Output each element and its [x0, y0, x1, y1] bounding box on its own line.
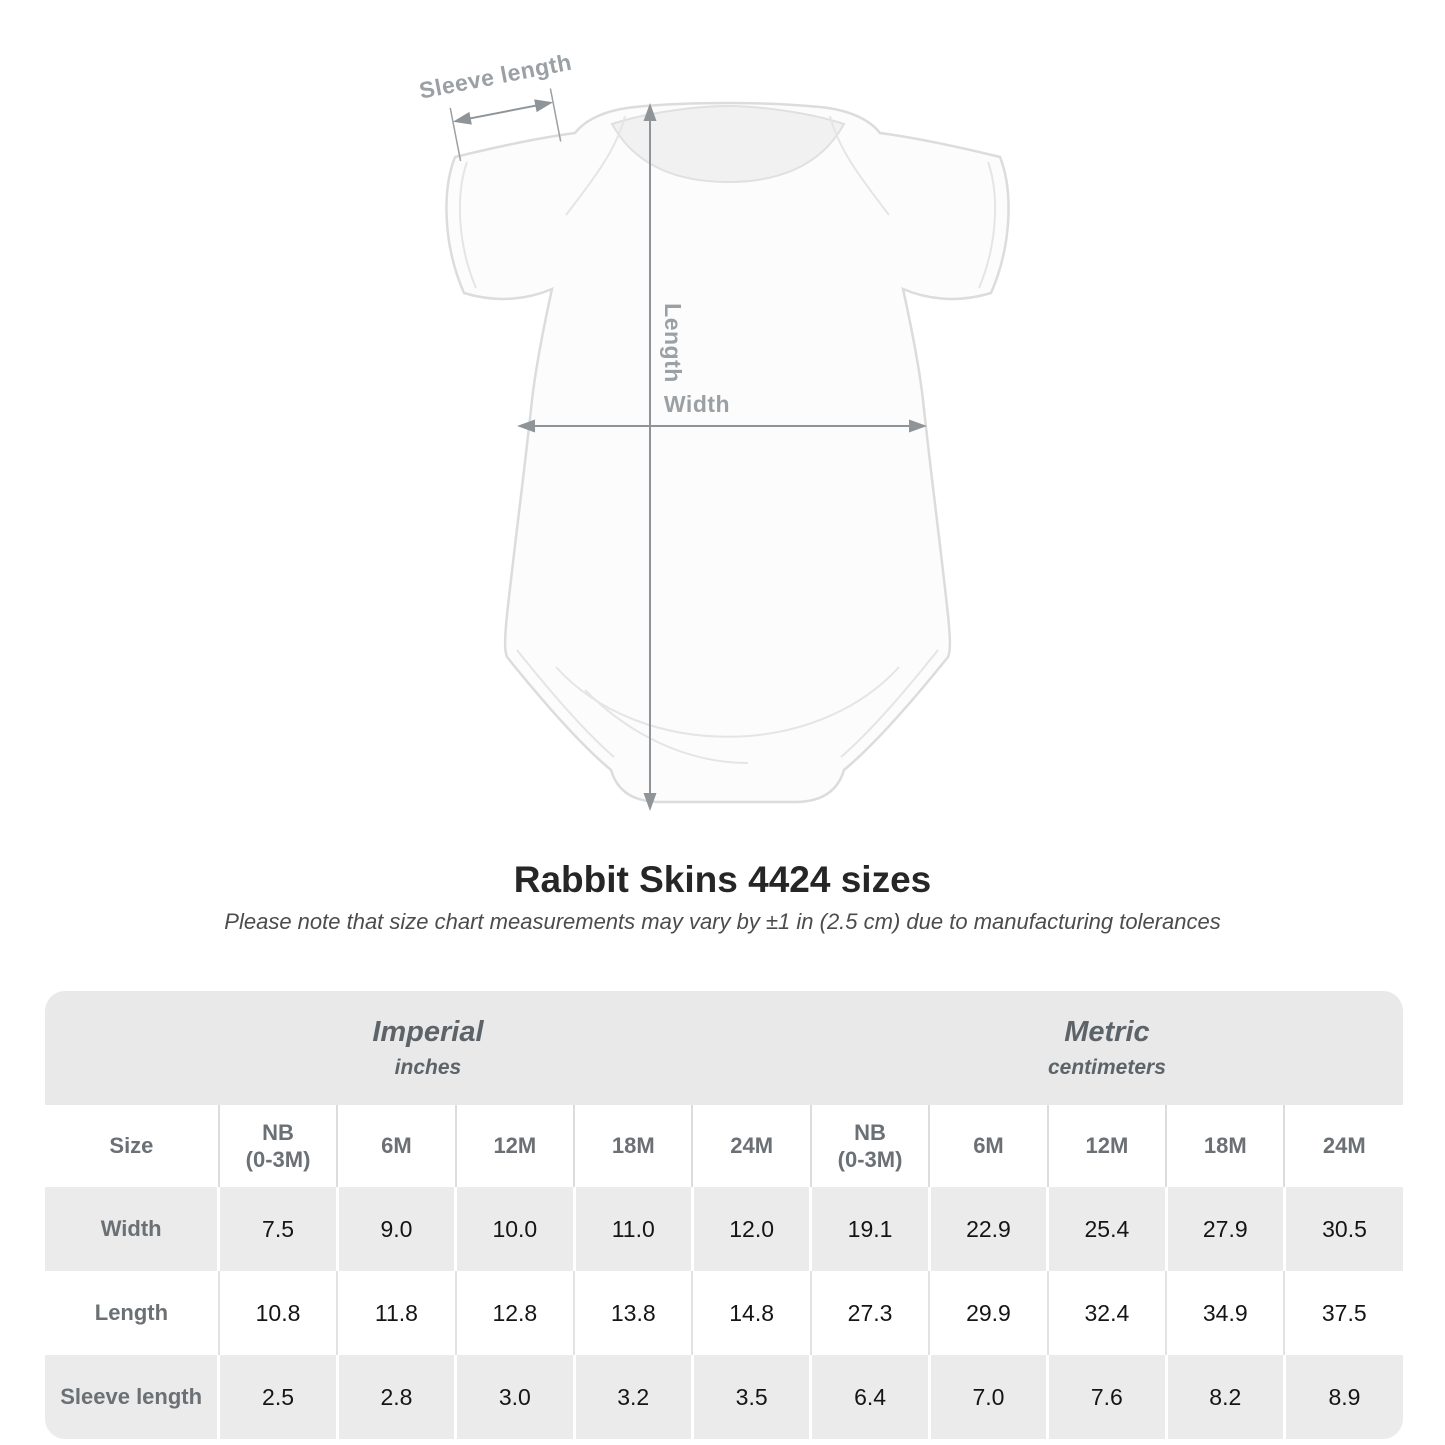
cell: 27.3: [809, 1271, 930, 1355]
cell: 25.4: [1046, 1187, 1167, 1271]
cell: 2.5: [217, 1355, 338, 1439]
cell: 37.5: [1283, 1271, 1403, 1355]
sleeve-cuff-seam-right: [978, 161, 997, 289]
cell: 19.1: [809, 1187, 930, 1271]
cell: 8.2: [1164, 1355, 1285, 1439]
col-header: 24M: [1283, 1105, 1403, 1187]
unit-group-row: Imperial inches Metric centimeters: [45, 991, 1403, 1105]
cell: 9.0: [335, 1187, 456, 1271]
cell: 3.5: [690, 1355, 811, 1439]
onesie-neckline: [610, 104, 846, 184]
lap-shoulder-seam-left: [565, 115, 626, 216]
unit-group-metric: Metric centimeters: [810, 991, 1403, 1105]
size-header-cell: Size: [45, 1105, 219, 1187]
cell: 13.8: [573, 1271, 693, 1355]
sleeve-cuff-seam-left: [458, 161, 477, 289]
col-header: 18M: [1165, 1105, 1285, 1187]
leg-hem-right: [840, 649, 939, 758]
cell: 14.8: [691, 1271, 811, 1355]
length-dimension: [643, 103, 657, 811]
cell: 34.9: [1165, 1271, 1285, 1355]
row-label: Sleeve length: [45, 1355, 219, 1439]
size-header-row: Size NB (0-3M) 6M 12M 18M 24M NB (0-3M) …: [45, 1105, 1403, 1187]
table-row-length: Length 10.8 11.8 12.8 13.8 14.8 27.3 29.…: [45, 1271, 1403, 1355]
sleeve-length-label: Sleeve length: [417, 49, 574, 104]
cell: 12.8: [454, 1271, 575, 1355]
crotch-flap-seam-inner: [584, 689, 749, 764]
table-row-width: Width 7.5 9.0 10.0 11.0 12.0 19.1 22.9 2…: [45, 1187, 1403, 1271]
cell: 8.9: [1282, 1355, 1403, 1439]
cell: 10.8: [217, 1271, 338, 1355]
col-header: 12M: [454, 1105, 575, 1187]
cell: 11.0: [572, 1187, 693, 1271]
size-table: Imperial inches Metric centimeters Size …: [45, 991, 1403, 1439]
cell: 6.4: [809, 1355, 930, 1439]
unit-group-metric-subtitle: centimeters: [1047, 1056, 1166, 1079]
tolerance-note: Please note that size chart measurements…: [224, 909, 1221, 934]
page-title: Rabbit Skins 4424 sizes: [513, 859, 932, 900]
row-label: Width: [45, 1187, 219, 1271]
col-header: NB (0-3M): [217, 1105, 338, 1187]
cell: 7.6: [1046, 1355, 1167, 1439]
col-header: 6M: [928, 1105, 1048, 1187]
onesie-body: [445, 101, 1010, 804]
cell: 7.5: [217, 1187, 338, 1271]
width-label: Width: [664, 391, 730, 417]
leg-hem-left: [516, 649, 615, 758]
lap-shoulder-seam-right: [829, 115, 890, 216]
cell: 3.2: [572, 1355, 693, 1439]
onesie-illustration: Sleeve length Length Width: [417, 49, 1010, 811]
cell: 3.0: [454, 1355, 575, 1439]
cell: 22.9: [927, 1187, 1048, 1271]
cell: 11.8: [336, 1271, 456, 1355]
garment-diagram: Sleeve length Length Width: [417, 49, 1010, 811]
cell: 12.0: [690, 1187, 811, 1271]
cell: 29.9: [928, 1271, 1048, 1355]
unit-group-imperial-title: Imperial: [372, 1016, 484, 1048]
title-block: Rabbit Skins 4424 sizes Please note that…: [0, 859, 1445, 969]
col-header: 24M: [691, 1105, 811, 1187]
size-table-grid: Imperial inches Metric centimeters Size …: [45, 991, 1403, 1439]
row-label: Length: [45, 1271, 219, 1355]
col-header: 18M: [573, 1105, 693, 1187]
unit-group-imperial: Imperial inches: [45, 991, 811, 1105]
col-header: 6M: [336, 1105, 456, 1187]
cell: 2.8: [335, 1355, 456, 1439]
col-header: NB (0-3M): [809, 1105, 930, 1187]
cell: 30.5: [1282, 1187, 1403, 1271]
sleeve-length-dimension: [449, 88, 562, 162]
unit-group-metric-title: Metric: [1064, 1016, 1150, 1048]
col-header: 12M: [1046, 1105, 1167, 1187]
length-label: Length: [660, 303, 686, 383]
cell: 10.0: [454, 1187, 575, 1271]
cell: 27.9: [1164, 1187, 1285, 1271]
unit-group-imperial-subtitle: inches: [394, 1056, 462, 1079]
cell: 7.0: [927, 1355, 1048, 1439]
table-row-sleeve-length: Sleeve length 2.5 2.8 3.0 3.2 3.5 6.4 7.…: [45, 1355, 1403, 1439]
width-dimension: [517, 419, 927, 433]
cell: 32.4: [1046, 1271, 1167, 1355]
